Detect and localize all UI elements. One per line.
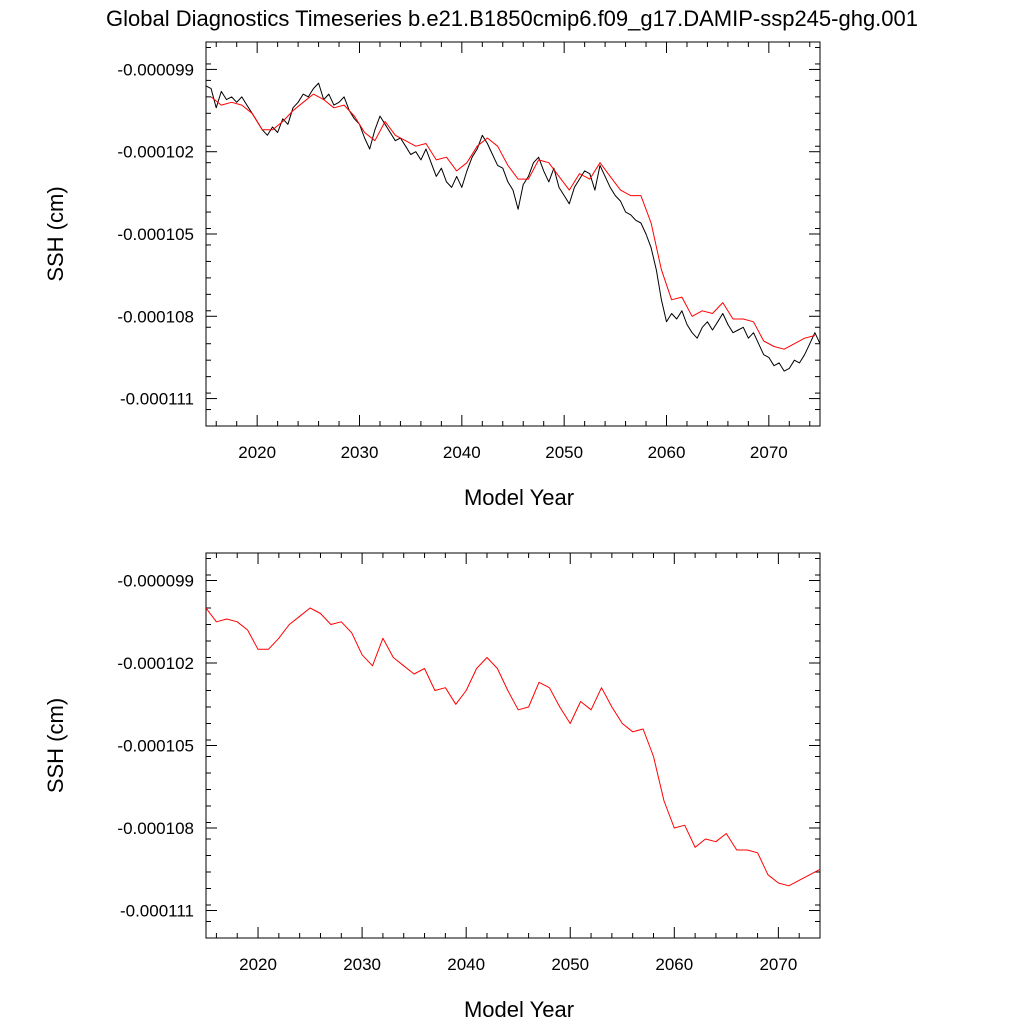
chart-0-x-tick-label: 2030 [341, 443, 379, 462]
chart-0-y-tick-label: -0.000108 [117, 307, 194, 326]
chart-0-y-minor-ticks [206, 46, 820, 427]
chart-1-x-tick-label: 2040 [447, 955, 485, 974]
chart-0-x-tick-label: 2060 [648, 443, 686, 462]
chart-1-x-tick-label: 2050 [551, 955, 589, 974]
chart-1-y-tick-label: -0.000102 [117, 654, 194, 673]
top-panel: 2020 2030 2040 2050 2060 2070 -0.000099 -0.0001… [43, 41, 821, 510]
chart-0-y-tick-label: -0.000102 [117, 143, 194, 162]
chart-1-x-tick-label: 2020 [239, 955, 277, 974]
chart-0-x-axis-label: Model Year [464, 485, 574, 510]
chart-0-frame [205, 41, 821, 427]
chart-1-frame [205, 552, 821, 939]
figure-title: Global Diagnostics Timeseries b.e21.B185… [106, 6, 918, 31]
chart-1-x-tick-label: 2070 [759, 955, 797, 974]
chart-0-x-tick-label: 2020 [238, 443, 276, 462]
chart-0-series-1-line [210, 93, 816, 350]
chart-1-series-0-line [206, 607, 820, 887]
chart-1-y-tick-label: -0.000111 [120, 902, 194, 921]
chart-0-y-tick-label: -0.000105 [117, 225, 194, 244]
chart-1-x-tick-label: 2060 [655, 955, 693, 974]
chart-1-x-minor-ticks [215, 553, 821, 938]
chart-1-y-tick-label: -0.000108 [117, 819, 194, 838]
chart-0-series-0-line [206, 82, 820, 372]
chart-0-x-minor-ticks [215, 42, 811, 426]
chart-1-x-tick-label: 2030 [343, 955, 381, 974]
chart-1-y-tick-label: -0.000099 [117, 572, 194, 591]
chart-1-y-tick-label: -0.000105 [117, 737, 194, 756]
chart-0-x-tick-label: 2040 [443, 443, 481, 462]
chart-1-x-axis-label: Model Year [464, 997, 574, 1022]
chart-0-y-tick-label: -0.000111 [120, 390, 194, 409]
chart-1-y-axis-label: SSH (cm) [43, 698, 68, 793]
chart-1-y-minor-ticks [206, 558, 820, 939]
chart-0-x-tick-label: 2050 [545, 443, 583, 462]
chart-0-x-tick-label: 2070 [750, 443, 788, 462]
bottom-panel: 2020 2030 2040 2050 2060 2070 -0.000099 -0.0001… [43, 552, 821, 1022]
chart-0-y-tick-label: -0.000099 [117, 60, 194, 79]
chart-0-y-axis-label: SSH (cm) [43, 186, 68, 281]
